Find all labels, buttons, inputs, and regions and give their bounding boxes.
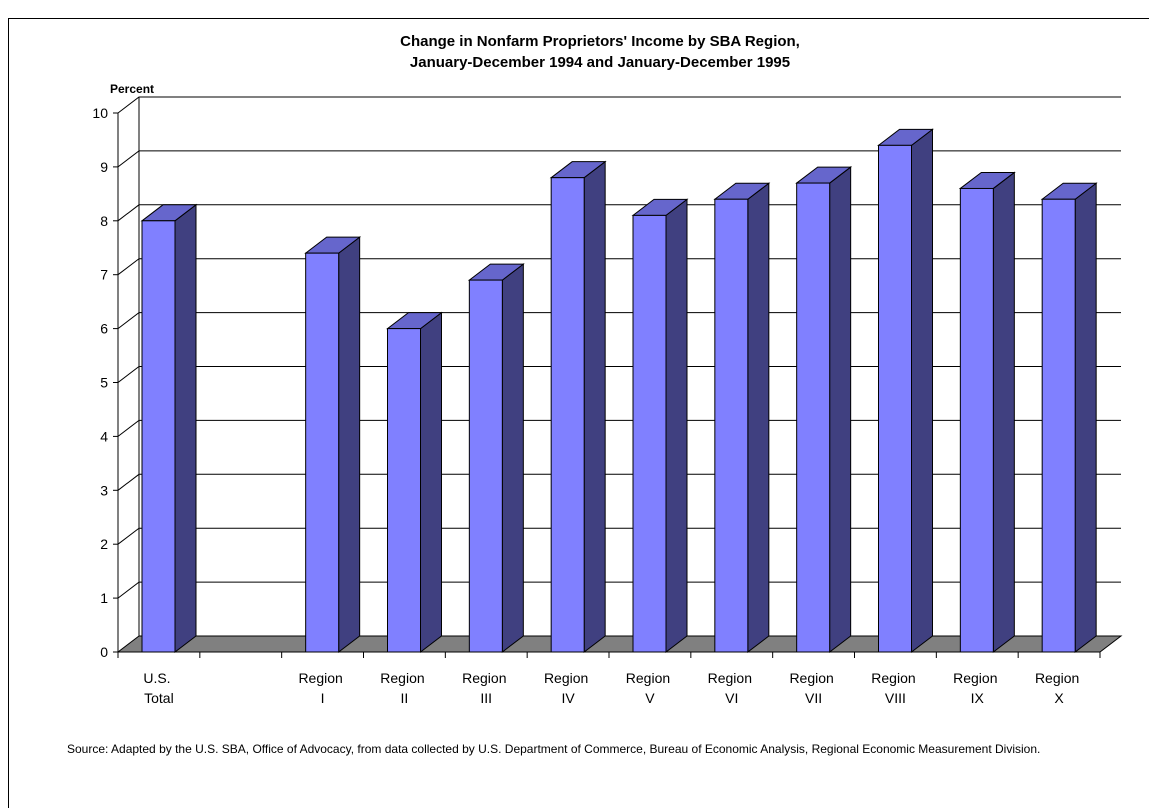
grid-line — [117, 527, 1121, 545]
grid-line — [117, 96, 1121, 114]
x-tick-label: Region VIII — [871, 670, 919, 706]
bar — [468, 279, 503, 653]
x-tick-label: Region VI — [708, 670, 756, 706]
bar — [796, 182, 831, 653]
grid-line — [117, 258, 1121, 276]
bar-side — [583, 160, 606, 654]
bar — [959, 187, 994, 653]
bar-side — [1074, 182, 1097, 654]
y-tick-label: 7 — [100, 267, 108, 283]
grid-line — [117, 473, 1121, 491]
bar — [141, 220, 176, 653]
bar — [550, 177, 585, 653]
x-tick-label: Region V — [626, 670, 674, 706]
bar-side — [747, 182, 770, 654]
y-tick-label: 4 — [100, 428, 108, 444]
y-tick-label: 0 — [100, 644, 108, 660]
grid-line — [117, 419, 1121, 437]
bar-side — [992, 171, 1015, 654]
chart-subtitle: January-December 1994 and January-Decemb… — [410, 54, 790, 71]
y-axis-label: Percent — [110, 82, 154, 96]
bar-side — [338, 236, 361, 654]
y-tick-label: 9 — [100, 159, 108, 175]
bar — [1041, 198, 1076, 653]
bar-side — [501, 263, 524, 654]
x-tick-label: Region II — [380, 670, 428, 706]
bar-side — [665, 198, 688, 654]
frame — [8, 18, 1149, 808]
x-tick-label: Region IX — [953, 670, 1001, 706]
y-tick-label: 5 — [100, 375, 108, 391]
y-tick-label: 3 — [100, 482, 108, 498]
grid-line — [117, 581, 1121, 599]
bar-side — [420, 311, 442, 654]
bar — [878, 144, 912, 653]
grid-line — [117, 204, 1121, 222]
x-tick-label: U.S. Total — [143, 670, 174, 706]
x-tick-label: Region I — [298, 670, 346, 706]
source-note: Source: Adapted by the U.S. SBA, Office … — [67, 742, 1041, 756]
y-tick-label: 6 — [100, 321, 108, 337]
x-tick-label: Region IV — [544, 670, 592, 706]
x-tick-label: Region VII — [789, 670, 837, 706]
bar — [632, 214, 667, 653]
bar — [387, 328, 421, 653]
grid-line — [117, 366, 1121, 383]
y-tick-label: 8 — [100, 213, 108, 229]
bar-side — [174, 203, 197, 654]
bar-side — [911, 128, 933, 654]
bar-side — [829, 166, 852, 654]
x-tick-label: Region X — [1035, 670, 1083, 706]
grid-line — [117, 312, 1121, 329]
chart-title: Change in Nonfarm Proprietors' Income by… — [400, 33, 800, 50]
x-tick-label: Region III — [462, 670, 510, 706]
y-tick-label: 10 — [92, 105, 108, 121]
grid-line — [117, 150, 1121, 168]
y-tick-label: 1 — [100, 590, 108, 606]
y-tick-label: 2 — [100, 536, 108, 552]
bar — [305, 252, 340, 653]
bar — [714, 198, 749, 653]
